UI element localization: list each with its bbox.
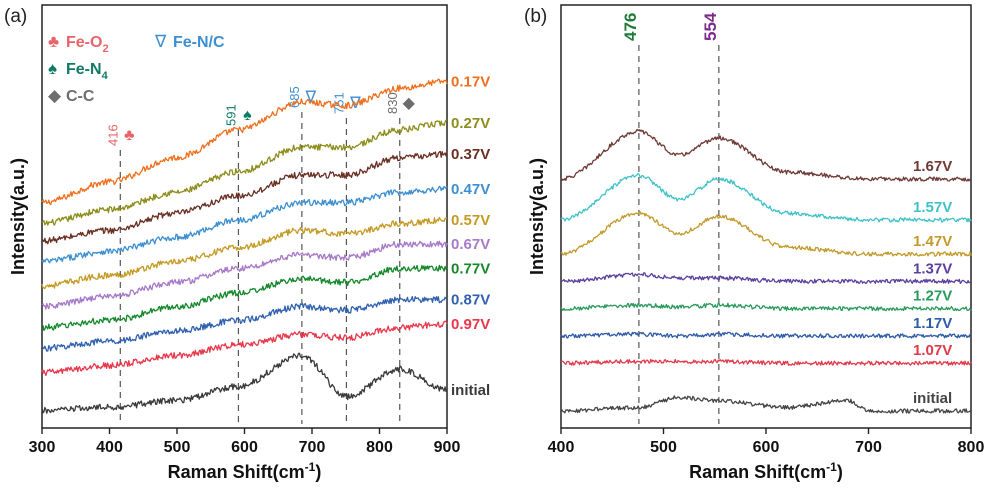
peak-symbol-icon: ♣ bbox=[124, 127, 135, 144]
series-line-1-47V bbox=[560, 211, 972, 257]
x-tick-label: 700 bbox=[855, 439, 882, 456]
series-label: 1.67V bbox=[913, 158, 952, 175]
panel-b-series bbox=[560, 128, 972, 414]
peak-label: 830 bbox=[385, 92, 400, 114]
panel-a-series bbox=[41, 78, 448, 414]
peak-symbol-icon: ♠ bbox=[243, 107, 252, 124]
legend-entry: Fe-N/C bbox=[173, 34, 225, 51]
series-line-0-97V bbox=[41, 320, 448, 377]
series-label: 0.17V bbox=[451, 73, 490, 90]
panel-a-x-axis-label: Raman Shift(cm-1) bbox=[168, 460, 322, 482]
series-line-initial bbox=[560, 395, 972, 414]
peak-label: 554 bbox=[701, 12, 720, 41]
x-tick-label: 800 bbox=[366, 439, 393, 456]
series-line-0-17V bbox=[41, 78, 448, 206]
panel-b-y-axis-label: Intensity(a.u.) bbox=[527, 158, 547, 275]
panel-a-peak-markers: 416 ♣591 ♠685 ∇ 751 ∇ 830 ◆ bbox=[105, 86, 416, 424]
x-tick-label: 300 bbox=[29, 439, 56, 456]
series-line-1-57V bbox=[560, 172, 972, 223]
x-tick-label: 500 bbox=[650, 439, 677, 456]
panel-a-series-labels: 0.17V 0.27V 0.37V 0.47V 0.57V 0.67V 0.77V 0.87V… bbox=[451, 73, 490, 399]
series-line-0-77V bbox=[41, 264, 448, 332]
legend-entry: Fe-O2 bbox=[66, 34, 109, 55]
x-tick-label: 600 bbox=[753, 439, 780, 456]
series-label: 0.47V bbox=[451, 181, 490, 198]
series-label: 0.67V bbox=[451, 236, 490, 253]
series-line-0-37V bbox=[41, 150, 448, 245]
x-tick-label: 500 bbox=[164, 439, 191, 456]
peak-label: 591 bbox=[223, 104, 238, 126]
legend-symbol-icon: ♠ bbox=[48, 59, 57, 78]
panel-a-y-axis-label: Intensity(a.u.) bbox=[8, 158, 28, 275]
series-line-0-27V bbox=[41, 119, 448, 226]
legend-entry: Fe-N4 bbox=[66, 61, 109, 82]
series-line-1-37V bbox=[560, 272, 972, 284]
series-label: initial bbox=[451, 382, 490, 399]
series-label: 1.57V bbox=[913, 199, 952, 216]
x-tick-label: 400 bbox=[548, 439, 575, 456]
series-label: 0.77V bbox=[451, 261, 490, 278]
series-label: 1.27V bbox=[913, 288, 952, 305]
legend-symbol-icon: ◆ bbox=[48, 86, 62, 105]
series-label: 0.57V bbox=[451, 212, 490, 229]
peak-label: 476 bbox=[621, 13, 640, 41]
peak-symbol-icon: ◆ bbox=[403, 95, 416, 112]
series-line-0-57V bbox=[41, 216, 448, 290]
series-label: initial bbox=[913, 390, 952, 407]
series-line-1-27V bbox=[560, 302, 972, 312]
panel-b-x-axis-label: Raman Shift(cm-1) bbox=[689, 460, 843, 482]
series-line-1-67V bbox=[560, 128, 972, 182]
panel-b: (b) 400 500 600 700 800 476 554 1.67V 1.57V 1.4… bbox=[524, 4, 985, 482]
x-tick-label: 400 bbox=[96, 439, 123, 456]
series-line-0-87V bbox=[41, 295, 448, 352]
panel-b-series-labels: 1.67V 1.57V 1.47V 1.37V 1.27V 1.17V 1.07V initi… bbox=[913, 158, 952, 407]
series-label: 1.07V bbox=[913, 342, 952, 359]
series-label: 0.87V bbox=[451, 292, 490, 309]
panel-a-x-ticks: 300 400 500 600 700 800 900 bbox=[29, 428, 461, 456]
legend-symbol-icon: ∇ bbox=[154, 32, 167, 51]
series-line-initial bbox=[41, 352, 448, 414]
x-tick-label: 800 bbox=[958, 439, 985, 456]
x-tick-label: 900 bbox=[434, 439, 461, 456]
panel-b-peak-markers: 476 554 bbox=[621, 12, 720, 424]
series-line-1-07V bbox=[560, 358, 972, 366]
series-line-0-67V bbox=[41, 240, 448, 310]
series-label: 0.97V bbox=[451, 316, 490, 333]
series-line-0-47V bbox=[41, 185, 448, 264]
series-label: 1.37V bbox=[913, 260, 952, 277]
panel-b-x-ticks: 400 500 600 700 800 bbox=[548, 428, 985, 456]
series-label: 0.37V bbox=[451, 146, 490, 163]
peak-label: 416 bbox=[105, 124, 120, 146]
x-tick-label: 700 bbox=[299, 439, 326, 456]
panel-a: (a) 300 400 500 600 700 800 900 416 ♣591 ♠685 ∇ 75… bbox=[4, 4, 490, 482]
series-label: 1.47V bbox=[913, 233, 952, 250]
legend-entry: C-C bbox=[66, 88, 95, 105]
panel-a-label: (a) bbox=[4, 6, 27, 27]
panel-a-legend: ♣ Fe-O2 ∇ Fe-N/C ♠ Fe-N4◆ C-C bbox=[48, 32, 225, 105]
legend-symbol-icon: ♣ bbox=[48, 32, 59, 51]
x-tick-label: 600 bbox=[231, 439, 258, 456]
panel-b-label: (b) bbox=[524, 6, 547, 27]
peak-label: 751 bbox=[331, 92, 346, 114]
series-line-1-17V bbox=[560, 331, 972, 339]
series-label: 0.27V bbox=[451, 115, 490, 132]
series-label: 1.17V bbox=[913, 315, 952, 332]
